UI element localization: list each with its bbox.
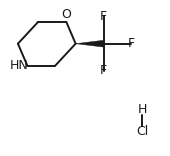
Text: HN: HN	[9, 59, 28, 72]
Text: O: O	[61, 8, 71, 21]
Polygon shape	[76, 40, 104, 47]
Text: H: H	[137, 103, 147, 117]
Text: F: F	[128, 37, 135, 50]
Text: F: F	[100, 64, 107, 78]
Text: F: F	[100, 10, 107, 23]
Text: Cl: Cl	[136, 124, 148, 138]
